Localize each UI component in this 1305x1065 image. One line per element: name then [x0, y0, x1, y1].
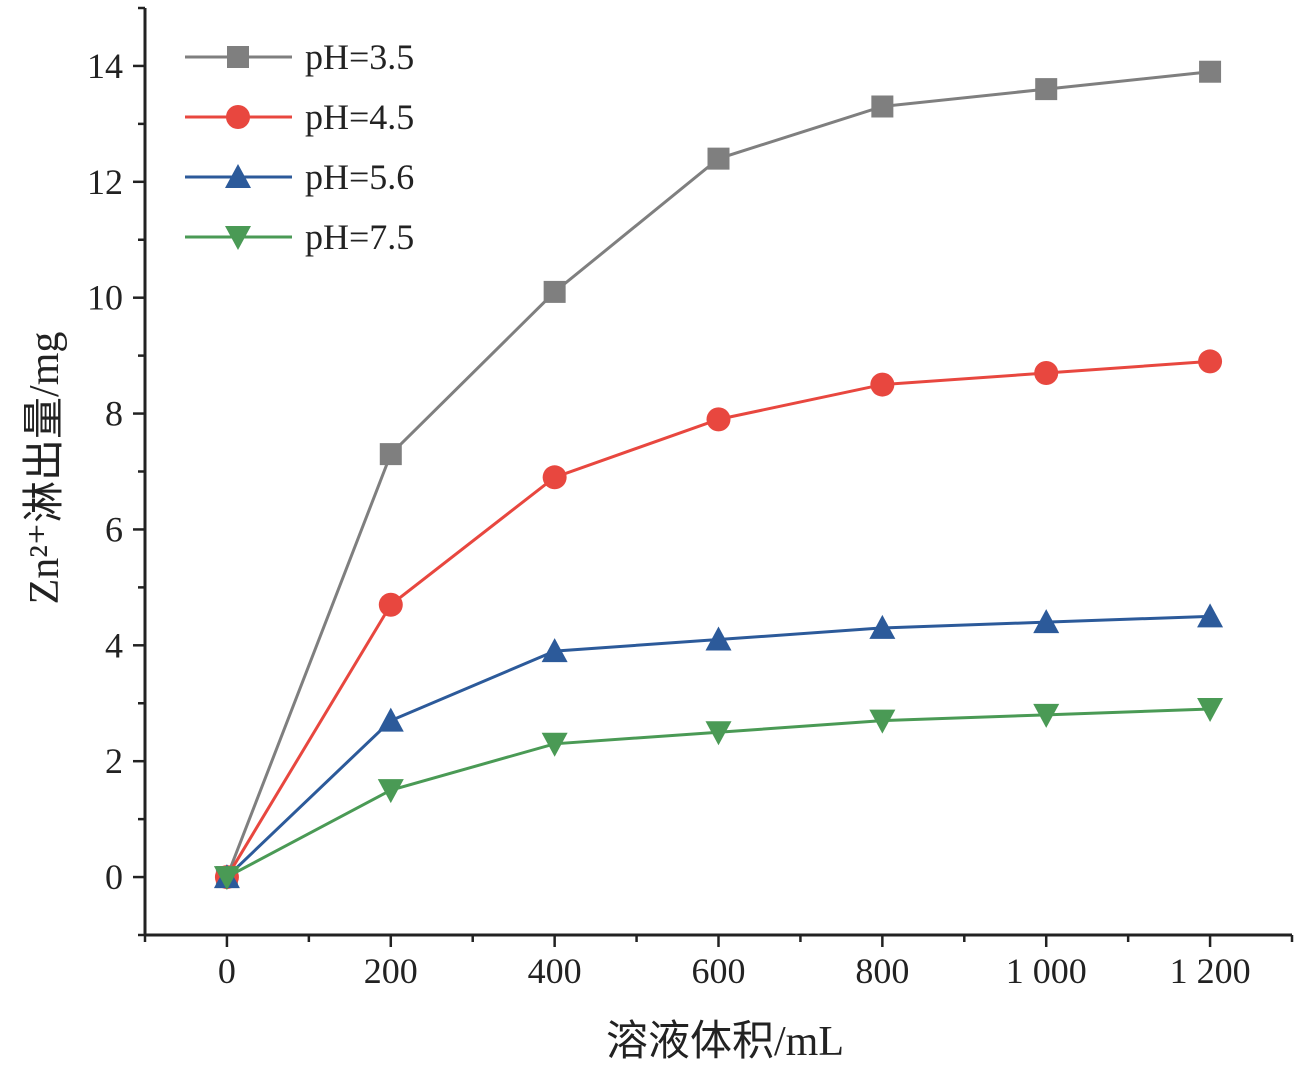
marker-triangle-down: [213, 866, 240, 891]
series-line: [225, 614, 1211, 879]
marker-circle: [870, 372, 895, 397]
x-tick-label: 200: [364, 951, 418, 991]
y-tick-label: 0: [105, 857, 123, 897]
marker-triangle-up: [705, 626, 732, 651]
marker-square: [707, 147, 730, 170]
x-tick-label: 0: [218, 951, 236, 991]
x-tick-label: 1 200: [1170, 951, 1251, 991]
marker-triangle-down: [541, 732, 568, 757]
legend-item: pH=4.5: [185, 97, 414, 137]
legend-item: pH=3.5: [185, 37, 414, 77]
x-tick-label: 600: [692, 951, 746, 991]
y-tick-label: 10: [87, 278, 123, 318]
marker-circle: [226, 105, 250, 129]
legend-label: pH=7.5: [305, 217, 414, 257]
y-tick-label: 4: [105, 625, 123, 665]
x-tick-label: 800: [855, 951, 909, 991]
ticks: 0 2 4 6 8 10 12 14 0 200 400 600 800 1 000 1 200: [87, 6, 1294, 991]
x-tick-label: 400: [528, 951, 582, 991]
y-tick-label: 2: [105, 741, 123, 781]
marker-circle: [542, 465, 567, 490]
marker-square: [227, 46, 249, 68]
marker-square: [1199, 60, 1222, 83]
marker-square: [871, 95, 894, 118]
legend-label: pH=4.5: [305, 97, 414, 137]
x-tick-label: 1 000: [1006, 951, 1087, 991]
series-pH=4.5: [214, 349, 1223, 890]
axes: [143, 8, 1292, 937]
marker-triangle-up: [225, 164, 251, 188]
marker-triangle-down: [377, 779, 404, 804]
marker-circle: [1034, 361, 1059, 386]
y-tick-label: 12: [87, 162, 123, 202]
y-tick-label: 14: [87, 46, 123, 86]
marker-triangle-up: [1197, 603, 1224, 628]
marker-circle: [378, 592, 403, 617]
legend-item: pH=5.6: [185, 157, 414, 197]
legend-label: pH=3.5: [305, 37, 414, 77]
y-tick-label: 8: [105, 394, 123, 434]
marker-triangle-down: [1033, 703, 1060, 728]
series-layer: [213, 60, 1224, 891]
marker-square: [543, 280, 566, 303]
x-axis-label: 溶液体积/mL: [606, 1018, 844, 1065]
marker-square: [379, 443, 402, 466]
marker-triangle-down: [1197, 698, 1224, 723]
y-tick-label: 6: [105, 509, 123, 549]
series-pH=7.5: [213, 698, 1224, 891]
marker-triangle-up: [541, 638, 568, 663]
marker-triangle-up: [869, 614, 896, 639]
marker-triangle-up: [1033, 609, 1060, 634]
marker-circle: [706, 407, 731, 432]
marker-triangle-up: [377, 707, 404, 732]
marker-triangle-down: [225, 226, 251, 250]
legend-label: pH=5.6: [305, 157, 414, 197]
y-axis-label: Zn²⁺淋出量/mg: [22, 332, 68, 605]
marker-triangle-down: [705, 721, 732, 746]
marker-square: [1035, 78, 1058, 101]
legend: pH=3.5 pH=4.5 pH=5.6 pH=7.5: [185, 37, 414, 257]
marker-triangle-down: [869, 709, 896, 734]
marker-circle: [1198, 349, 1223, 374]
legend-item: pH=7.5: [185, 217, 414, 257]
